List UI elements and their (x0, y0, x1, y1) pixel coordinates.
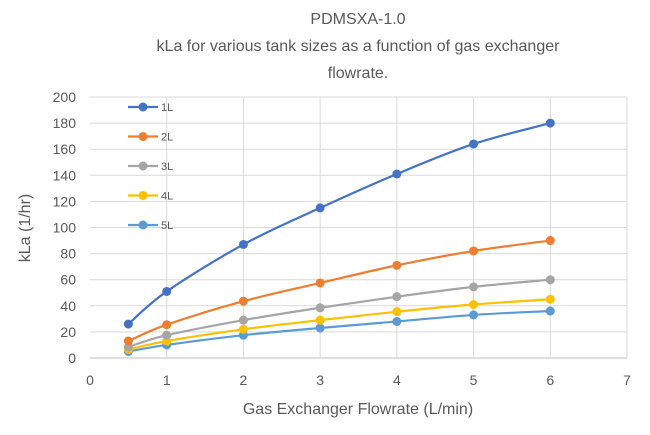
y-tick-label: 60 (60, 272, 76, 288)
legend-item-5L: 5L (128, 220, 173, 232)
data-point (469, 299, 479, 309)
data-point (162, 330, 172, 340)
x-tick-label: 5 (470, 372, 478, 388)
legend-label: 1L (161, 102, 173, 114)
legend-marker (138, 132, 148, 141)
tick-labels: 0 20 40 60 80 100 120 140 160 180 200 0 1 2 3 4 5 6 7 (53, 89, 631, 388)
legend-item-3L: 3L (128, 161, 173, 173)
x-tick-label: 4 (393, 372, 401, 388)
y-tick-label: 160 (53, 141, 77, 157)
y-tick-label: 180 (53, 115, 77, 131)
chart-title-line-3: flowrate. (328, 65, 388, 82)
chart-title-line-2: kLa for various tank sizes as a function… (157, 38, 561, 55)
data-point (315, 323, 325, 333)
x-tick-label: 1 (163, 372, 171, 388)
series-line (127, 122, 551, 325)
y-tick-label: 20 (60, 324, 76, 340)
y-tick-label: 40 (60, 298, 76, 314)
data-point (238, 324, 248, 334)
data-point (469, 139, 479, 149)
legend-marker (138, 102, 148, 112)
data-point (162, 320, 172, 330)
legend-item-2L: 2L (128, 132, 173, 144)
legend-label: 4L (161, 191, 173, 203)
data-point (545, 294, 555, 304)
data-point (238, 239, 248, 249)
data-point (315, 303, 325, 313)
y-tick-label: 80 (60, 246, 76, 262)
data-point (315, 315, 325, 325)
data-point (162, 286, 172, 296)
data-point (469, 282, 479, 292)
data-point (469, 310, 479, 320)
legend-item-4L: 4L (128, 191, 173, 203)
series-3L (123, 275, 555, 352)
gridlines (90, 96, 628, 359)
chart-title-line-1: PDMSXA-1.0 (310, 11, 405, 28)
x-tick-label: 2 (240, 372, 248, 388)
y-tick-label: 120 (53, 193, 77, 209)
data-point (315, 278, 325, 288)
data-point (315, 203, 325, 213)
x-tick-label: 3 (316, 372, 324, 388)
legend-item-1L: 1L (128, 102, 173, 114)
x-tick-label: 6 (546, 372, 554, 388)
legend-marker (138, 191, 148, 200)
data-point (238, 296, 248, 306)
legend-label: 5L (161, 220, 173, 232)
series-4L (123, 294, 555, 355)
y-tick-label: 200 (53, 89, 77, 105)
data-point (123, 319, 133, 329)
x-tick-label: 0 (86, 372, 94, 388)
x-tick-label: 7 (623, 372, 631, 388)
legend: 1L 2L 3L 4L 5L (128, 102, 173, 232)
data-point (392, 169, 402, 179)
data-point (545, 306, 555, 316)
data-point (545, 236, 555, 246)
data-point (238, 315, 248, 325)
y-tick-label: 0 (68, 350, 76, 366)
data-point (392, 316, 402, 326)
y-axis-label: kLa (1/hr) (17, 194, 34, 262)
y-tick-label: 100 (53, 220, 77, 236)
y-tick-label: 140 (53, 167, 77, 183)
data-point (123, 336, 133, 346)
legend-marker (138, 161, 148, 171)
data-point (392, 307, 402, 317)
series-group (123, 118, 555, 356)
legend-marker (138, 220, 148, 230)
data-point (392, 292, 402, 302)
data-point (545, 118, 555, 128)
series-1L (123, 118, 555, 329)
legend-label: 2L (161, 132, 173, 144)
x-axis-label: Gas Exchanger Flowrate (L/min) (243, 401, 473, 418)
data-point (469, 246, 479, 256)
legend-label: 3L (161, 161, 173, 173)
data-point (545, 275, 555, 285)
data-point (392, 260, 402, 270)
series-2L (123, 236, 555, 346)
